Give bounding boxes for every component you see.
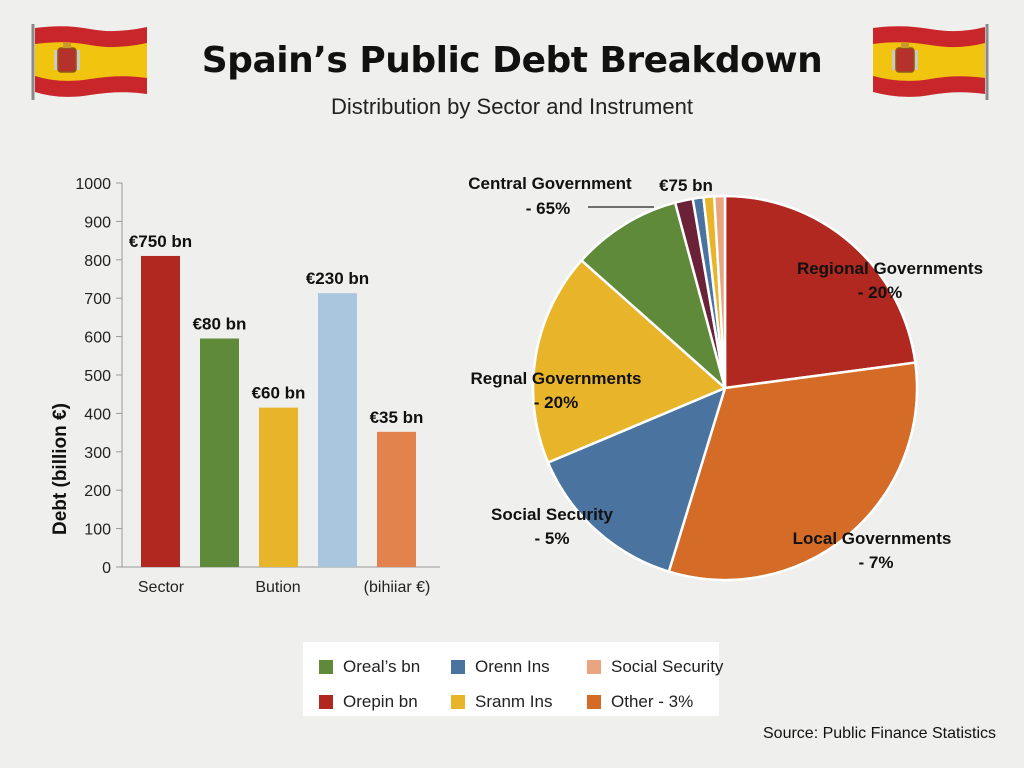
legend-item: Oreal’s bn [319, 652, 451, 681]
legend-swatch [451, 659, 465, 674]
bar-value-label: €230 bn [306, 269, 369, 288]
bar-value-label: €35 bn [370, 408, 424, 427]
legend-item: Orepin bn [319, 687, 451, 716]
chart-legend: Oreal’s bn Orenn Ins Social Security Ore… [303, 642, 723, 716]
legend-swatch [587, 659, 601, 674]
bar-value-label: €60 bn [252, 384, 306, 403]
bar-value-label: €750 bn [129, 232, 192, 251]
annotation-regional-governments-pct: - 20% [858, 283, 902, 302]
y-tick-label: 0 [102, 560, 111, 577]
legend-label: Sranm Ins [475, 691, 553, 711]
source-note: Source: Public Finance Statistics [763, 725, 996, 742]
y-tick-label: 300 [84, 445, 111, 462]
legend-item: Social Security [587, 652, 727, 681]
y-tick-label: 200 [84, 483, 111, 500]
bar-value-label: €80 bn [193, 315, 247, 334]
y-tick-label: 600 [84, 330, 111, 347]
annotation-regional-governments: Regional Governments [797, 259, 983, 278]
pie-chart: Central Government - 65% €75 bn Regional… [468, 174, 983, 582]
annotation-regnal-governments: Regnal Governments [471, 369, 642, 388]
legend-label: Social Security [611, 656, 724, 676]
legend-label: Orepin bn [343, 691, 418, 711]
y-tick-label: 500 [84, 368, 111, 385]
annotation-local-governments-pct: - 7% [859, 553, 894, 572]
spain-flag-icon [873, 24, 989, 100]
x-tick-label: (bihiiar €) [364, 579, 431, 596]
y-tick-label: 900 [84, 214, 111, 231]
bar [318, 293, 357, 567]
x-tick-label: Bution [255, 579, 300, 596]
bar [141, 255, 180, 567]
y-tick-label: 100 [84, 522, 111, 539]
legend-item: Other - 3% [587, 687, 727, 716]
legend-item: Sranm Ins [451, 687, 587, 716]
legend-swatch [319, 659, 333, 674]
bar [200, 338, 239, 567]
legend-swatch [319, 694, 333, 709]
x-tick-label: Sector [138, 579, 185, 596]
page-subtitle: Distribution by Sector and Instrument [331, 94, 693, 119]
annotation-central-government-pct: - 65% [526, 199, 570, 218]
y-tick-label: 400 [84, 406, 111, 423]
y-tick-label: 800 [84, 253, 111, 270]
legend-swatch [587, 694, 601, 709]
bar [377, 431, 416, 567]
bar-chart: 0 100 200 300 400 500 600 700 800 900 1000 €750 bn… [50, 176, 440, 596]
legend-label: Other - 3% [611, 691, 694, 711]
y-tick-label: 1000 [75, 176, 111, 193]
annotation-central-government: Central Government [468, 174, 632, 193]
annotation-regnal-governments-pct: - 20% [534, 393, 578, 412]
annotation-social-security-pct: - 5% [535, 529, 570, 548]
annotation-75bn: €75 bn [659, 176, 713, 195]
legend-label: Oreal’s bn [343, 656, 421, 676]
spain-flag-icon [31, 24, 147, 100]
annotation-social-security: Social Security [491, 505, 613, 524]
bar [259, 407, 298, 567]
annotation-local-governments: Local Governments [793, 529, 952, 548]
y-tick-label: 700 [84, 291, 111, 308]
y-axis-label: Debt (billion €) [50, 403, 71, 535]
legend-swatch [451, 694, 465, 709]
pie-outline [532, 195, 918, 581]
page-title: Spain’s Public Debt Breakdown [201, 40, 823, 81]
legend-label: Orenn Ins [475, 656, 550, 676]
legend-item: Orenn Ins [451, 652, 587, 681]
